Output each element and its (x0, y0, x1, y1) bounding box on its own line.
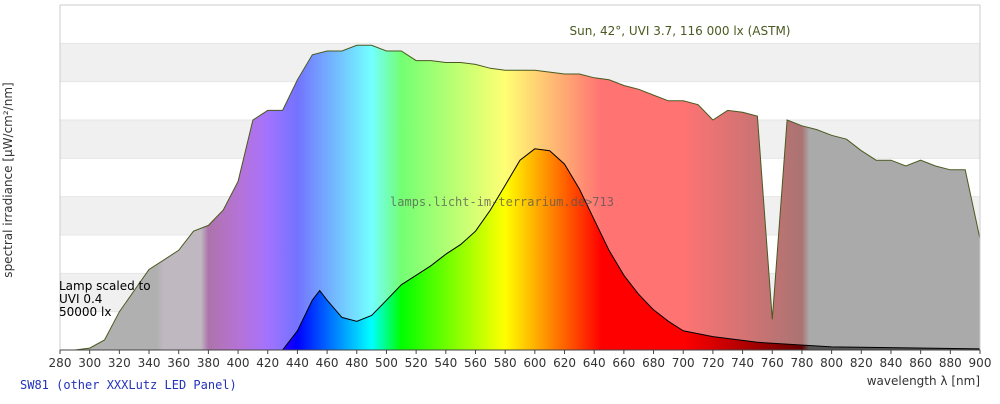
x-tick-label: 600 (523, 356, 546, 370)
x-tick-label: 760 (761, 356, 784, 370)
lamp-label: Lamp scaled to (59, 279, 151, 293)
x-tick-label: 660 (612, 356, 635, 370)
lamp-label: UVI 0.4 (59, 292, 102, 306)
x-tick-label: 420 (256, 356, 279, 370)
x-tick-label: 480 (345, 356, 368, 370)
y-axis-label: spectral irradiance [µW/cm²/nm] (1, 82, 15, 277)
x-tick-label: 700 (672, 356, 695, 370)
x-tick-label: 820 (850, 356, 873, 370)
x-tick-label: 580 (494, 356, 517, 370)
x-axis-label: wavelength λ [nm] (867, 374, 980, 388)
x-tick-label: 400 (227, 356, 250, 370)
x-tick-label: 540 (434, 356, 457, 370)
x-tick-label: 840 (880, 356, 903, 370)
x-tick-label: 380 (197, 356, 220, 370)
spectrum-area (282, 148, 981, 350)
x-tick-label: 360 (167, 356, 190, 370)
x-tick-label: 680 (642, 356, 665, 370)
x-tick-label: 340 (138, 356, 161, 370)
spectrum-line (282, 148, 981, 351)
x-tick-label: 560 (464, 356, 487, 370)
x-tick-label: 620 (553, 356, 576, 370)
x-tick-label: 320 (108, 356, 131, 370)
chart-title: Sun, 42°, UVI 3.7, 116 000 lx (ASTM) (570, 24, 791, 38)
x-tick-label: 780 (790, 356, 813, 370)
spectrum-line (74, 44, 981, 351)
x-tick-label: 900 (969, 356, 992, 370)
x-tick-label: 440 (286, 356, 309, 370)
x-tick-label: 520 (405, 356, 428, 370)
x-tick-label: 460 (316, 356, 339, 370)
x-tick-label: 640 (583, 356, 606, 370)
footer: SW81 (other XXXLutz LED Panel) (20, 378, 237, 392)
x-tick-label: 300 (78, 356, 101, 370)
x-tick-label: 720 (701, 356, 724, 370)
x-tick-label: 500 (375, 356, 398, 370)
x-tick-label: 860 (909, 356, 932, 370)
watermark: lamps.licht-im-terrarium.de>713 (390, 195, 614, 209)
x-tick-label: 280 (49, 356, 72, 370)
lamp-label: 50000 lx (59, 305, 111, 319)
x-tick-label: 800 (820, 356, 843, 370)
x-tick-label: 880 (939, 356, 962, 370)
x-tick-label: 740 (731, 356, 754, 370)
